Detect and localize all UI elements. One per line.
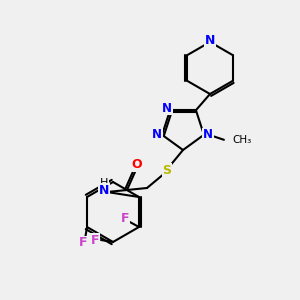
- Text: N: N: [203, 128, 213, 141]
- Text: F: F: [79, 236, 87, 250]
- Text: O: O: [132, 158, 142, 172]
- Text: N: N: [205, 34, 215, 47]
- Text: N: N: [99, 184, 109, 196]
- Text: N: N: [162, 102, 172, 115]
- Text: CH₃: CH₃: [232, 135, 251, 145]
- Text: S: S: [163, 164, 172, 176]
- Text: F: F: [121, 212, 129, 226]
- Text: H: H: [100, 178, 108, 188]
- Text: N: N: [152, 128, 162, 141]
- Text: F: F: [91, 233, 99, 247]
